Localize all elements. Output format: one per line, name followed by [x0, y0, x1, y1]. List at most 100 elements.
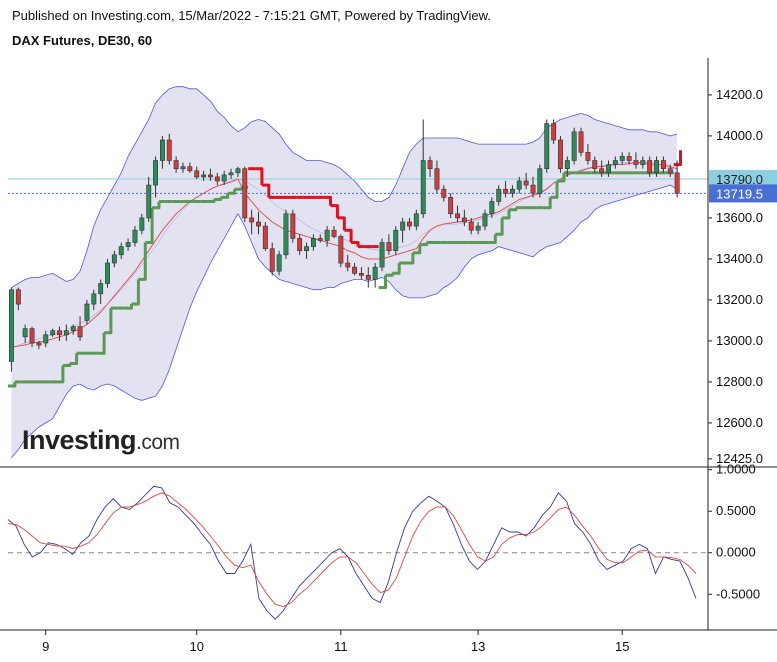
candle-body	[585, 152, 591, 161]
candle-body	[352, 266, 357, 274]
candle-body	[180, 166, 186, 170]
supertrend-segment	[104, 308, 113, 335]
candle-body	[592, 160, 598, 169]
candle-body	[338, 236, 344, 264]
candle-body	[557, 139, 563, 170]
candle-body	[475, 225, 481, 231]
logo-suffix: .com	[136, 431, 180, 454]
price-tick-label: 13000.0	[716, 333, 763, 348]
candle-body	[256, 221, 261, 227]
moving-average	[11, 162, 678, 348]
candle-body	[77, 326, 83, 338]
candle-body	[317, 238, 323, 241]
osc-tick-label: -0.5000	[716, 586, 760, 601]
price-tick-label: 13200.0	[716, 292, 763, 307]
time-tick-label: 11	[334, 639, 348, 654]
candle-body	[633, 160, 639, 165]
candle-body	[372, 266, 378, 280]
last-price-badge	[709, 184, 777, 203]
candle-body	[153, 160, 158, 186]
candle-body	[578, 131, 584, 153]
candle-body	[132, 229, 138, 243]
candle-body	[564, 160, 570, 169]
supertrend-segment	[330, 204, 339, 218]
candle-body	[70, 326, 76, 332]
supertrend-segment	[406, 252, 415, 265]
supertrend-segment	[543, 197, 552, 210]
supertrend-segment	[337, 216, 346, 231]
prev-price-badge	[709, 169, 777, 188]
candle-body	[551, 123, 557, 141]
candle-body	[640, 160, 646, 165]
candles	[9, 119, 680, 372]
candle-body	[29, 328, 35, 344]
supertrend-segment	[392, 263, 401, 275]
logo-main: Investing	[22, 425, 137, 455]
candle-body	[187, 166, 193, 172]
candle-body	[509, 188, 515, 194]
supertrend-segment	[145, 207, 154, 244]
candle-body	[331, 229, 337, 237]
supertrend-segment	[412, 244, 422, 255]
candle-body	[50, 330, 56, 336]
candle-body	[468, 221, 474, 231]
bollinger-lower-line	[11, 184, 678, 459]
bollinger-upper-line	[11, 86, 678, 288]
candle-body	[448, 197, 454, 215]
supertrend-segment	[495, 217, 504, 236]
osc-tick-label: 0.0000	[716, 545, 756, 560]
candle-body	[496, 188, 502, 202]
prev-price-label: 13790.0	[716, 172, 763, 187]
candle-body	[15, 289, 21, 305]
candle-body	[358, 272, 364, 276]
candle-body	[249, 217, 255, 223]
candle-body	[221, 174, 227, 182]
candle-body	[516, 180, 522, 190]
candle-body	[667, 168, 673, 174]
candle-body	[146, 184, 152, 219]
candle-body	[84, 303, 90, 321]
candle-body	[228, 172, 234, 176]
bollinger-mid-line	[11, 162, 678, 350]
candle-body	[386, 242, 392, 251]
candle-body	[441, 188, 447, 198]
price-tick-label: 14200.0	[716, 87, 763, 102]
candle-body	[612, 160, 618, 165]
candle-body	[530, 184, 536, 194]
candle-body	[262, 225, 268, 250]
ma-line	[11, 162, 678, 348]
supertrend-segment	[323, 195, 332, 206]
price-tick-label: 13600.0	[716, 210, 763, 225]
price-tick-label: 14000.0	[716, 128, 763, 143]
price-tick-label: 12800.0	[716, 374, 763, 389]
supertrend-segment	[255, 167, 264, 186]
candle-body	[304, 246, 309, 252]
candle-body	[235, 168, 241, 174]
candle-body	[297, 238, 303, 251]
candle-body	[324, 229, 330, 241]
candle-body	[379, 242, 385, 268]
candle-body	[269, 248, 275, 272]
osc-tick-label: 0.5000	[716, 503, 756, 518]
oscillator-panel	[7, 485, 708, 620]
chart-title: DAX Futures, DE30, 60	[12, 33, 153, 48]
axes: 14200.0 14000.0 13600.0 13400.0 13200.0 13000…	[0, 58, 777, 654]
candle-body	[98, 283, 104, 295]
price-tick-label: 12600.0	[716, 415, 763, 430]
time-tick-label: 15	[615, 639, 629, 654]
candle-body	[482, 213, 488, 227]
candle-body	[43, 334, 49, 344]
supertrend-segment	[97, 332, 106, 355]
candle-body	[125, 242, 131, 247]
candle-body	[283, 213, 289, 256]
price-tick-label: 13400.0	[716, 251, 763, 266]
price-tick-label: 12425.0	[716, 451, 763, 466]
candle-body	[310, 238, 316, 247]
candle-body	[571, 131, 577, 161]
candle-body	[139, 217, 145, 231]
investing-logo: Investing.com	[22, 425, 180, 456]
supertrend-segment	[152, 201, 161, 210]
last-price-label: 13719.5	[716, 186, 763, 201]
candle-body	[118, 246, 124, 256]
time-tick-label: 10	[189, 639, 203, 654]
